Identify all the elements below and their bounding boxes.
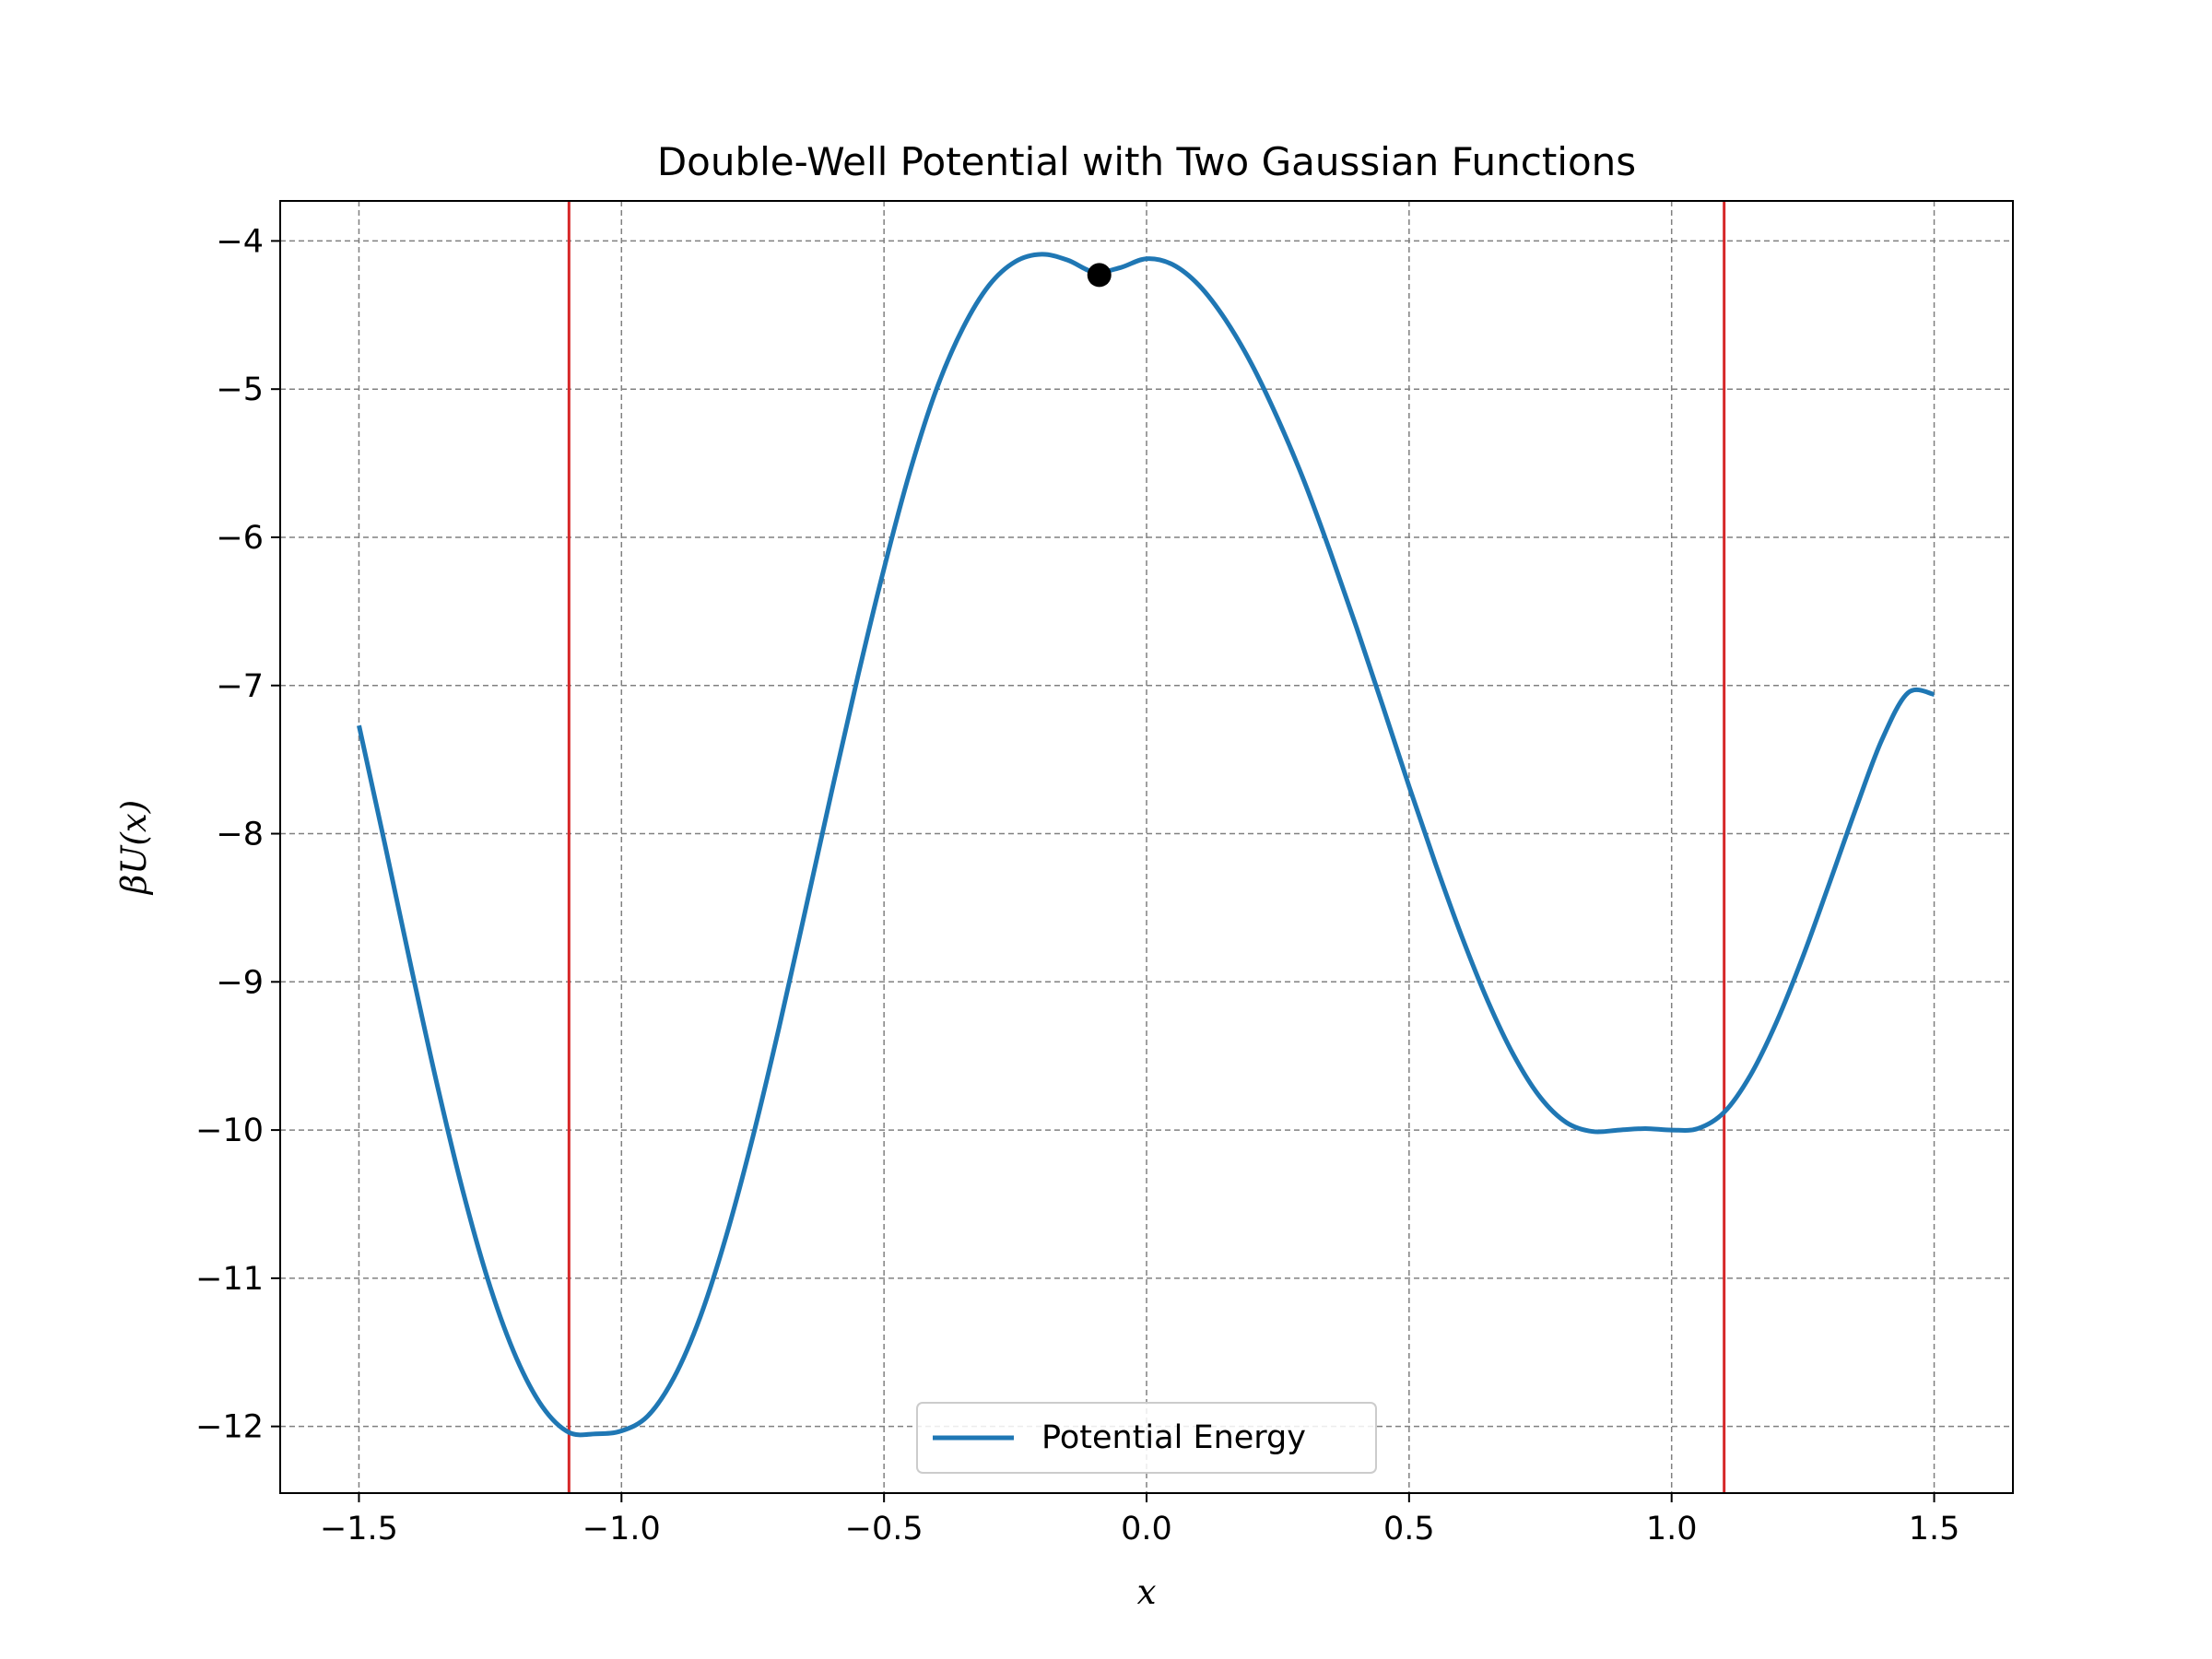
- y-tick-label: −8: [216, 817, 264, 853]
- y-tick-label: −4: [216, 223, 264, 260]
- marker-layer: [1087, 263, 1112, 288]
- y-tick-label: −10: [195, 1112, 264, 1149]
- legend: Potential Energy: [916, 1402, 1377, 1474]
- reference-lines: [567, 201, 1726, 1493]
- legend-box: [916, 1402, 1377, 1474]
- y-tick-label: −12: [195, 1409, 264, 1446]
- x-tick-label: 0.0: [1121, 1511, 1172, 1547]
- x-axis-label: x: [1137, 1572, 1157, 1612]
- series-line-potential-energy: [357, 252, 1936, 1438]
- x-tick-label: −0.5: [845, 1511, 924, 1547]
- chart-title: Double-Well Potential with Two Gaussian …: [657, 139, 1636, 184]
- y-axis-ticks: −4 −5 −6 −7 −8 −9 −10 −11 −12: [195, 223, 280, 1446]
- x-axis-ticks: −1.5 −1.0 −0.5 0.0 0.5 1.0 1.5: [320, 1493, 1959, 1547]
- y-tick-label: −11: [195, 1261, 264, 1298]
- legend-label-potential-energy: Potential Energy: [1041, 1419, 1306, 1456]
- y-tick-label: −9: [216, 964, 264, 1001]
- y-tick-label: −5: [216, 371, 264, 408]
- x-tick-label: 1.0: [1646, 1511, 1698, 1547]
- x-tick-label: 0.5: [1383, 1511, 1435, 1547]
- y-tick-label: −6: [216, 520, 264, 557]
- x-tick-label: 1.5: [1909, 1511, 1960, 1547]
- particle-marker: [1087, 263, 1112, 288]
- y-axis-label: βU(x): [114, 800, 154, 896]
- x-tick-label: −1.5: [320, 1511, 398, 1547]
- x-tick-label: −1.0: [582, 1511, 661, 1547]
- y-tick-label: −7: [216, 668, 264, 705]
- series-layer: [357, 252, 1936, 1438]
